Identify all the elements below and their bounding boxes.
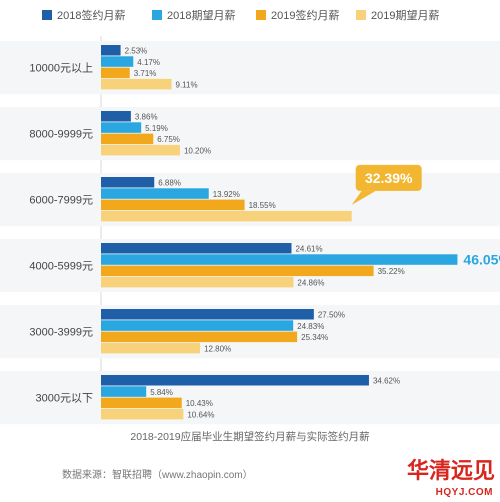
chart-title: 2018-2019应届毕业生期望签约月薪与实际签约月薪: [130, 430, 370, 443]
category-label: 3000-3999元: [29, 327, 93, 339]
callout-pointer: [351, 190, 376, 205]
value-label: 3.71%: [134, 69, 157, 78]
category-label: 8000-9999元: [29, 129, 93, 141]
category-band: [0, 41, 500, 95]
category-bands: [0, 41, 500, 425]
category-label: 10000元以上: [29, 62, 93, 75]
bar-1-6: [101, 375, 369, 386]
bar-1-3: [101, 177, 155, 188]
legend-swatch-1: [42, 10, 52, 20]
bar-4-5: [101, 342, 201, 354]
watermark-sub: HQYJ.COM: [436, 487, 493, 498]
bar-4-4: [101, 276, 294, 288]
value-label: 10.43%: [186, 399, 213, 408]
bar-2-6: [101, 386, 147, 397]
value-label: 10.20%: [184, 146, 211, 155]
bar-1-4: [101, 243, 292, 254]
bar-2-5: [101, 320, 294, 331]
value-label: 3.86%: [135, 113, 158, 122]
legend-label-4: 2019期望月薪: [371, 9, 439, 22]
bar-2-4: [101, 254, 458, 265]
value-label: 9.11%: [176, 80, 198, 89]
category-label: 4000-5999元: [29, 261, 93, 273]
legend-swatch-2: [152, 10, 162, 20]
callout-bubble: [355, 164, 422, 191]
bar-series: [101, 45, 458, 420]
value-label: 4.17%: [137, 58, 160, 67]
bar-3-3: [101, 199, 245, 211]
category-label: 3000元以下: [36, 393, 93, 405]
bar-2-2: [101, 122, 142, 133]
callout-value: 32.39%: [365, 170, 413, 186]
legend-label-2: 2018期望月薪: [167, 9, 235, 22]
bar-3-1: [101, 67, 130, 79]
bar-4-1: [101, 78, 172, 90]
value-label: 12.80%: [204, 344, 231, 353]
bar-3-5: [101, 331, 298, 343]
value-label: 5.19%: [145, 124, 168, 133]
value-label: 5.84%: [150, 388, 173, 397]
bar-3-6: [101, 397, 182, 409]
bar-1-5: [101, 309, 314, 320]
value-labels: 2.53% 4.17% 3.71% 9.11% 3.86% 5.19% 6.75% 10.20…: [125, 47, 405, 420]
category-label: 6000-7999元: [29, 195, 93, 207]
chart-legend: 2018签约月薪 2018期望月薪 2019签约月薪 2019期望月薪: [42, 8, 439, 22]
legend-swatch-3: [256, 10, 266, 20]
bar-3-4: [101, 265, 374, 277]
highlight-value: 46.05%: [463, 251, 500, 267]
value-label: 6.75%: [157, 135, 180, 144]
category-labels: 10000元以上 8000-9999元 6000-7999元 4000-5999元 30…: [29, 62, 93, 405]
watermark-logo: 华清远见 HQYJ.COM: [407, 458, 495, 498]
value-label: 6.88%: [158, 179, 181, 188]
value-label: 27.50%: [318, 311, 345, 320]
bar-4-6: [101, 408, 184, 420]
value-label: 18.55%: [249, 201, 276, 210]
value-label: 35.22%: [378, 267, 405, 276]
highlight-annotations: 32.39% 46.05%: [351, 164, 500, 267]
source-text: 数据来源：智联招聘（www.zhaopin.com）: [62, 468, 253, 481]
bar-4-2: [101, 144, 180, 156]
watermark-main: 华清远见: [407, 458, 495, 483]
bar-2-3: [101, 188, 209, 199]
category-band: [0, 107, 500, 161]
bar-2-1: [101, 56, 134, 67]
value-label: 10.64%: [187, 410, 214, 419]
value-label: 25.34%: [301, 333, 328, 342]
bar-3-2: [101, 133, 154, 145]
value-label: 34.62%: [373, 377, 400, 386]
value-label: 2.53%: [125, 47, 148, 56]
bar-1-2: [101, 111, 131, 122]
value-label: 24.61%: [295, 245, 322, 254]
legend-label-1: 2018签约月薪: [57, 8, 125, 22]
bar-1-1: [101, 45, 121, 56]
bar-4-3: [101, 210, 352, 222]
value-label: 24.86%: [297, 278, 324, 287]
value-label: 13.92%: [213, 190, 240, 199]
legend-swatch-4: [356, 10, 366, 20]
value-label: 24.83%: [297, 322, 324, 331]
legend-label-3: 2019签约月薪: [271, 8, 339, 22]
